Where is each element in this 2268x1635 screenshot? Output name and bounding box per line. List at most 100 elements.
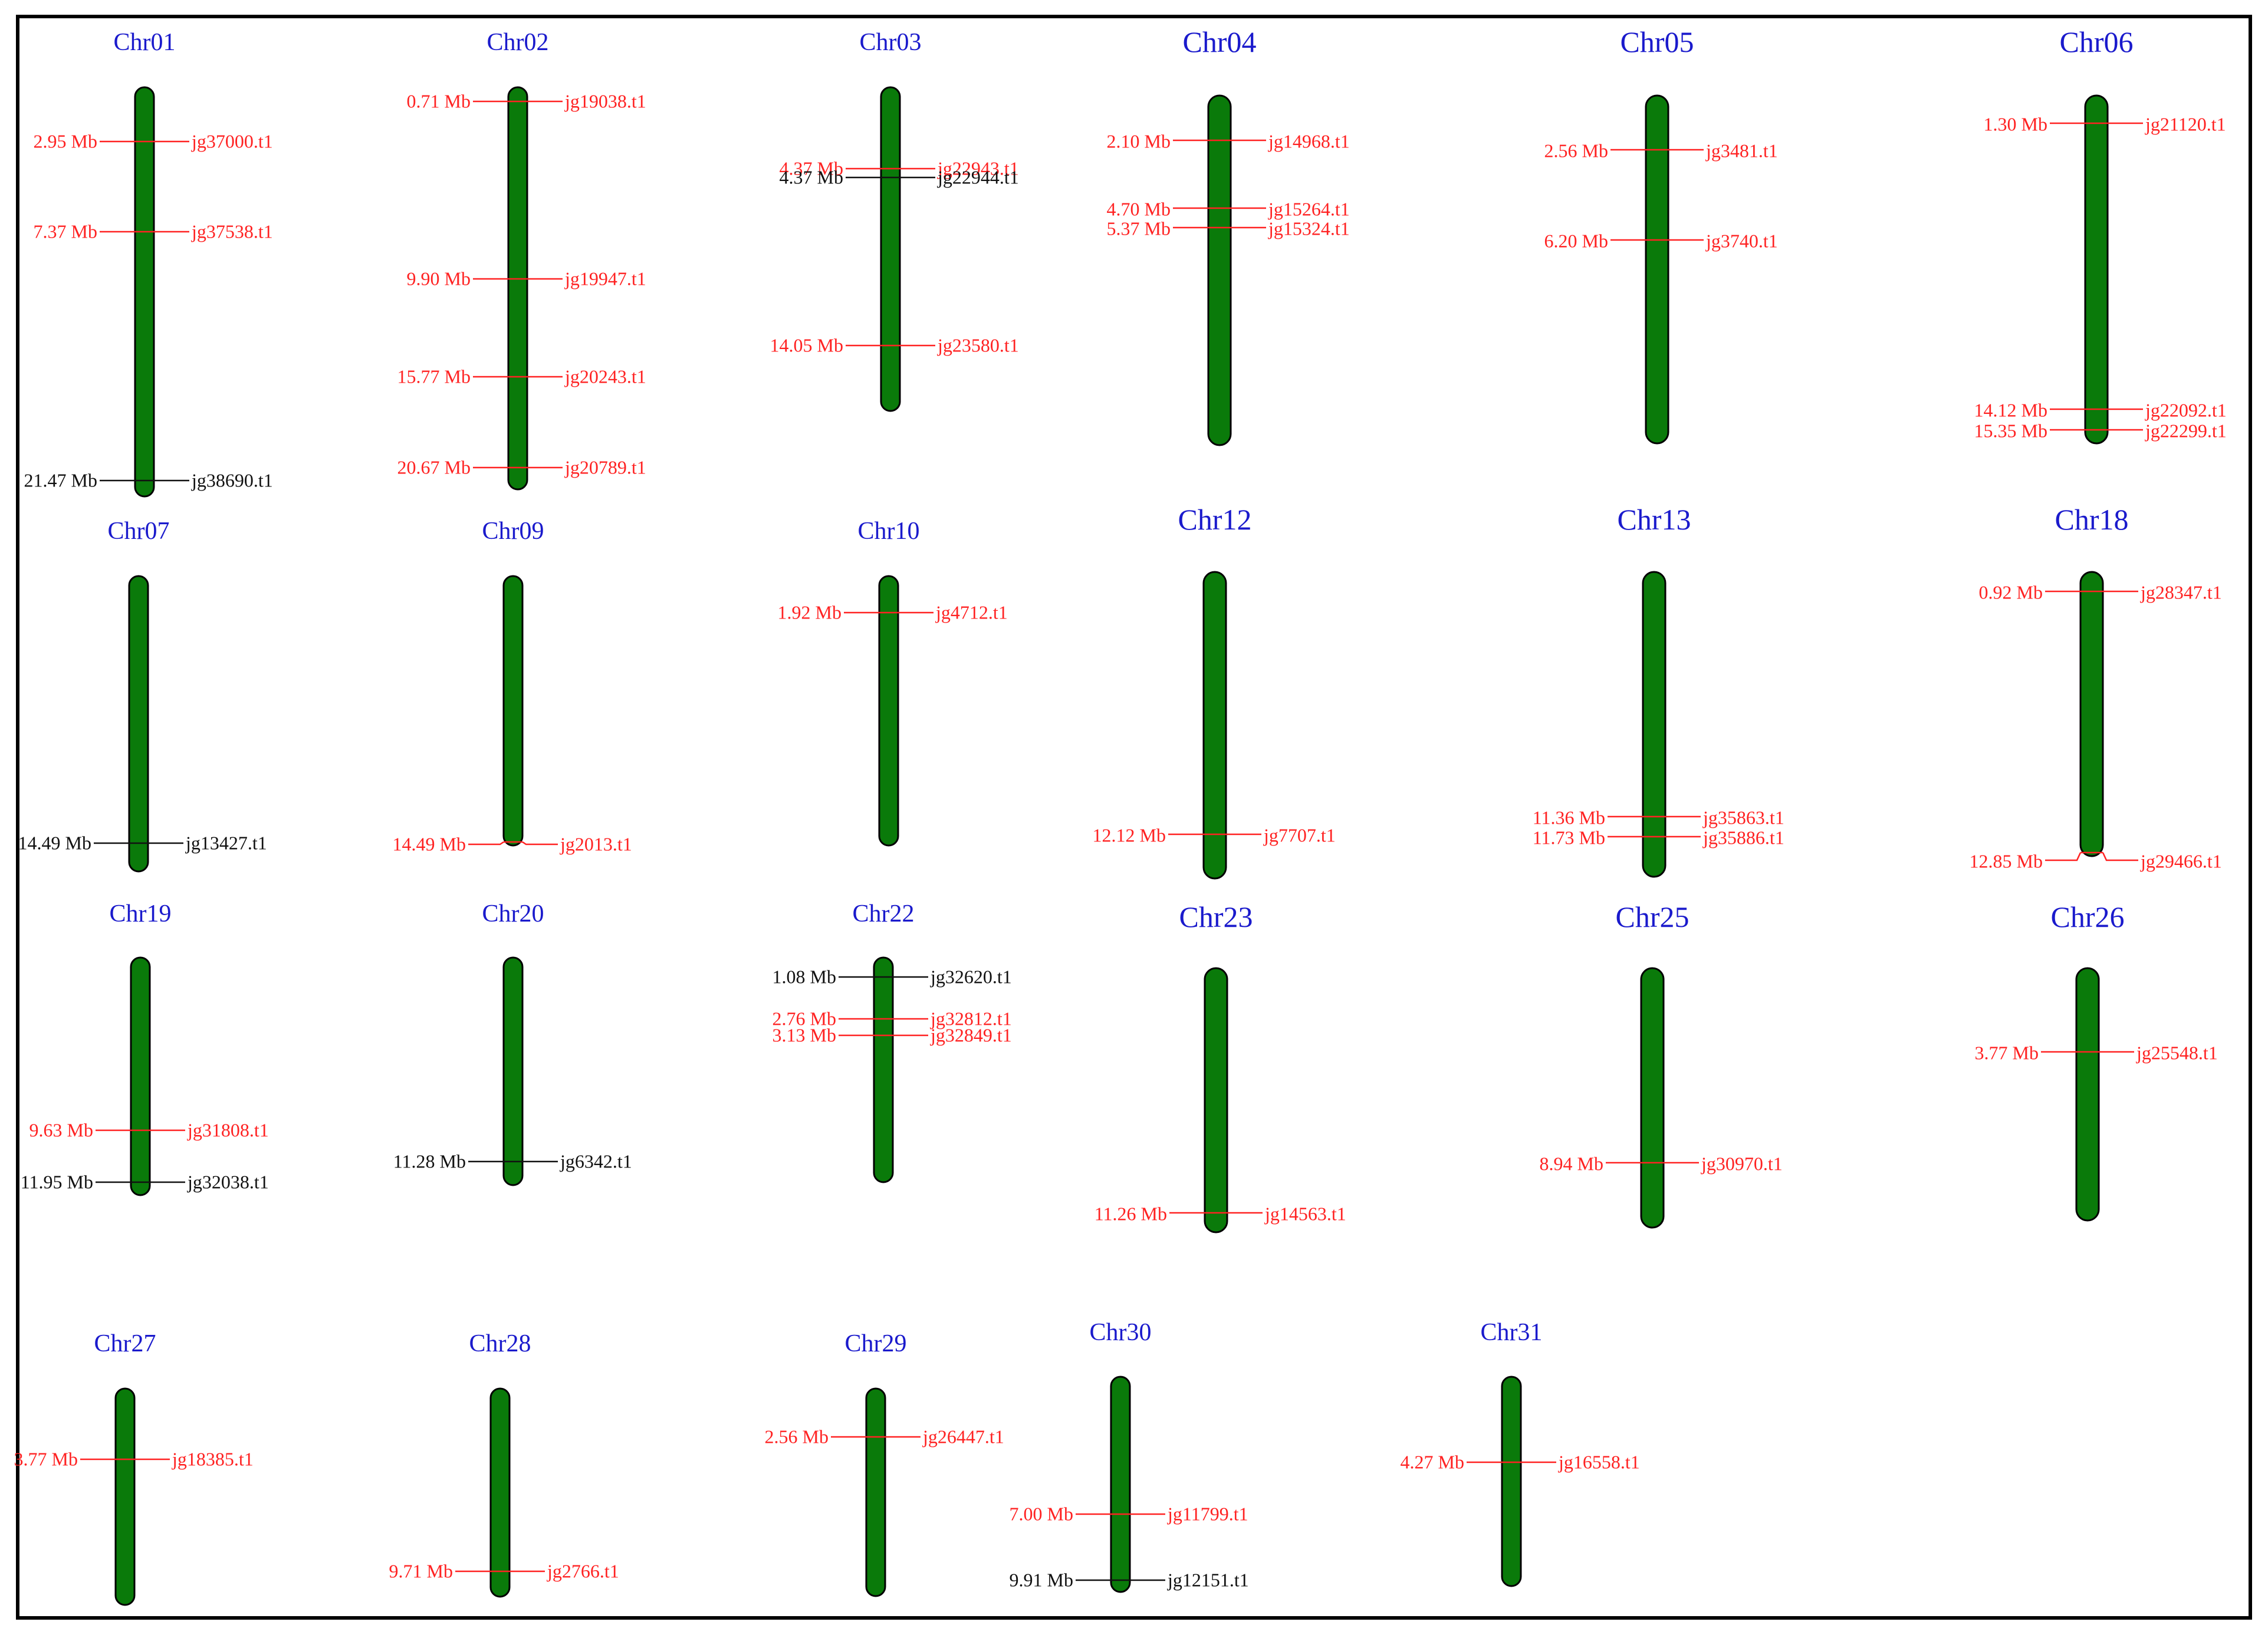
marker-gene-label: jg13427.t1	[185, 833, 267, 854]
marker-position-label: 2.56 Mb	[765, 1426, 829, 1448]
marker-position-label: 1.92 Mb	[778, 602, 842, 623]
marker-leader-right	[522, 841, 558, 846]
marker-position-label: 2.95 Mb	[34, 131, 97, 152]
marker-position-label: 9.91 Mb	[1010, 1570, 1073, 1591]
chromosome-chr02: Chr02 0.71 Mb jg19038.t1 9.90 Mb jg19947.t1 1…	[397, 29, 646, 491]
marker-gene-label: jg14563.t1	[1264, 1203, 1346, 1224]
chromosome-bar	[2079, 571, 2104, 857]
chromosome-bar	[865, 1387, 886, 1597]
marker-position-label: 11.95 Mb	[21, 1172, 93, 1193]
marker-gene-label: jg37538.t1	[191, 221, 273, 242]
marker-position-label: 11.73 Mb	[1533, 827, 1605, 848]
marker-position-label: 0.71 Mb	[407, 91, 471, 112]
chromosome-chr25: Chr25 8.94 Mb jg30970.t1	[1540, 900, 1783, 1229]
marker-position-label: 2.10 Mb	[1107, 130, 1171, 152]
chromosome-title: Chr29	[845, 1330, 907, 1357]
marker-gene-label: jg21120.t1	[2145, 113, 2226, 134]
marker-position-label: 11.28 Mb	[393, 1151, 466, 1172]
marker-gene-label: jg2013.t1	[560, 834, 632, 855]
marker-gene-label: jg32038.t1	[187, 1172, 269, 1193]
chromosome-chr12: Chr12 12.12 Mb jg7707.t1	[1093, 503, 1336, 880]
marker-gene-label: jg3481.t1	[1705, 140, 1778, 161]
chromosome-chr23: Chr23 11.26 Mb jg14563.t1	[1094, 900, 1346, 1233]
marker-position-label: 2.56 Mb	[1544, 140, 1608, 161]
marker-position-label: 4.37 Mb	[780, 158, 843, 179]
marker-gene-label: jg30970.t1	[1701, 1153, 1783, 1174]
chromosome-chr07: Chr07 14.49 Mb jg13427.t1	[18, 518, 267, 873]
marker-position-label: 2.76 Mb	[773, 1008, 836, 1029]
marker-gene-label: jg14968.t1	[1268, 130, 1350, 152]
marker-position-label: 14.49 Mb	[393, 834, 466, 855]
marker-gene-label: jg35863.t1	[1702, 807, 1784, 828]
chromosome-title: Chr27	[94, 1330, 156, 1357]
chromosome-chr22: Chr22 1.08 Mb jg32620.t1 2.76 Mb jg32812.t1 3…	[773, 900, 1012, 1183]
marker-gene-label: jg7707.t1	[1263, 824, 1336, 846]
chromosome-title: Chr12	[1178, 503, 1252, 536]
marker-position-label: 7.37 Mb	[34, 221, 97, 242]
chromosome-bar	[2075, 967, 2100, 1222]
chromosome-bar	[1642, 571, 1667, 878]
chromosome-bar	[873, 956, 894, 1183]
marker-position-label: 9.90 Mb	[407, 268, 471, 290]
marker-leader-right	[2102, 852, 2138, 861]
marker-gene-label: jg15324.t1	[1268, 218, 1350, 239]
marker-position-label: 3.13 Mb	[773, 1025, 836, 1046]
chromosome-bar	[507, 86, 528, 491]
chromosome-chr18: Chr18 0.92 Mb jg28347.t1 12.85 Mb jg29466.t1	[1970, 503, 2222, 871]
chromosome-chr26: Chr26 3.77 Mb jg25548.t1	[1975, 900, 2218, 1222]
chromosome-bar	[1640, 967, 1665, 1229]
marker-gene-label: jg3740.t1	[1705, 230, 1778, 251]
marker-position-label: 14.49 Mb	[18, 833, 91, 854]
chromosome-bar	[878, 575, 899, 847]
marker-position-label: 14.12 Mb	[1974, 399, 2047, 420]
marker-position-label: 5.37 Mb	[1107, 218, 1171, 239]
chromosome-bar	[130, 956, 151, 1196]
marker-gene-label: jg18385.t1	[172, 1449, 254, 1470]
marker-gene-label: jg2766.t1	[547, 1561, 619, 1582]
chromosome-title: Chr23	[1179, 900, 1253, 933]
chromosome-title: Chr26	[2051, 900, 2125, 933]
chromosome-chr31: Chr31 4.27 Mb jg16558.t1	[1401, 1319, 1640, 1587]
marker-position-label: 11.36 Mb	[1533, 807, 1605, 828]
marker-gene-label: jg31808.t1	[187, 1120, 269, 1141]
chromosome-title: Chr09	[482, 518, 544, 545]
marker-position-label: 1.08 Mb	[773, 966, 836, 988]
marker-position-label: 15.77 Mb	[397, 366, 471, 387]
marker-leader-left	[2045, 852, 2082, 861]
marker-leader-left	[468, 841, 504, 846]
chromosome-bar	[1645, 94, 1669, 445]
marker-position-label: 12.12 Mb	[1093, 824, 1166, 846]
marker-position-label: 3.77 Mb	[14, 1449, 78, 1470]
marker-position-label: 15.35 Mb	[1974, 420, 2047, 441]
marker-position-label: 11.26 Mb	[1094, 1203, 1167, 1224]
marker-position-label: 20.67 Mb	[397, 457, 471, 478]
marker-position-label: 14.05 Mb	[770, 335, 843, 356]
chromosome-title: Chr28	[469, 1330, 531, 1357]
chromosome-title: Chr31	[1481, 1319, 1543, 1346]
chromosome-title: Chr10	[858, 518, 920, 545]
marker-gene-label: jg22299.t1	[2145, 420, 2227, 441]
chromosome-chr28: Chr28 9.71 Mb jg2766.t1	[389, 1330, 619, 1598]
chromosome-title: Chr20	[482, 900, 544, 927]
marker-gene-label: jg29466.t1	[2140, 850, 2222, 871]
marker-position-label: 4.70 Mb	[1107, 198, 1171, 219]
marker-position-label: 4.27 Mb	[1401, 1452, 1464, 1473]
chromosome-chr29: Chr29 2.56 Mb jg26447.t1	[765, 1330, 1004, 1597]
chromosome-chr03: Chr03 4.37 Mb jg22943.t1 4.37 Mb jg22944.t1 1…	[770, 29, 1019, 412]
marker-gene-label: jg22944.t1	[937, 167, 1019, 188]
chromosome-title: Chr07	[108, 518, 170, 545]
chromosome-bar	[880, 86, 901, 412]
marker-gene-label: jg22092.t1	[2145, 399, 2227, 420]
marker-position-label: 21.47 Mb	[24, 470, 97, 491]
chromosome-chr19: Chr19 9.63 Mb jg31808.t1 11.95 Mb jg32038.t1	[21, 900, 269, 1196]
chromosome-layer: Chr01 2.95 Mb jg37000.t1 7.37 Mb jg37538.t1 2…	[14, 25, 2227, 1606]
chromosome-title: Chr13	[1618, 503, 1691, 536]
marker-position-label: 7.00 Mb	[1010, 1504, 1073, 1525]
chromosome-bar	[128, 575, 149, 873]
marker-gene-label: jg19947.t1	[564, 268, 646, 290]
marker-position-label: 9.63 Mb	[29, 1120, 93, 1141]
chromosome-bar	[114, 1387, 136, 1606]
chromosome-chr05: Chr05 2.56 Mb jg3481.t1 6.20 Mb jg3740.t1	[1544, 25, 1778, 445]
marker-gene-label: jg32812.t1	[930, 1008, 1012, 1029]
